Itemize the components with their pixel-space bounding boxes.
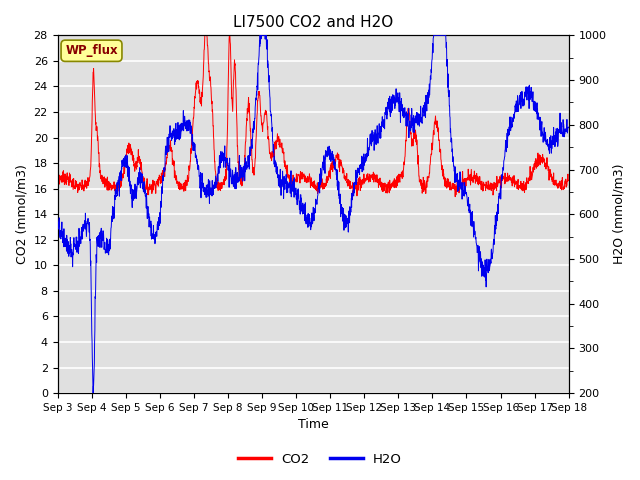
Y-axis label: H2O (mmol/m3): H2O (mmol/m3) — [612, 164, 625, 264]
X-axis label: Time: Time — [298, 419, 328, 432]
Title: LI7500 CO2 and H2O: LI7500 CO2 and H2O — [233, 15, 393, 30]
Y-axis label: CO2 (mmol/m3): CO2 (mmol/m3) — [15, 164, 28, 264]
Legend: CO2, H2O: CO2, H2O — [233, 447, 407, 471]
Text: WP_flux: WP_flux — [65, 44, 118, 57]
